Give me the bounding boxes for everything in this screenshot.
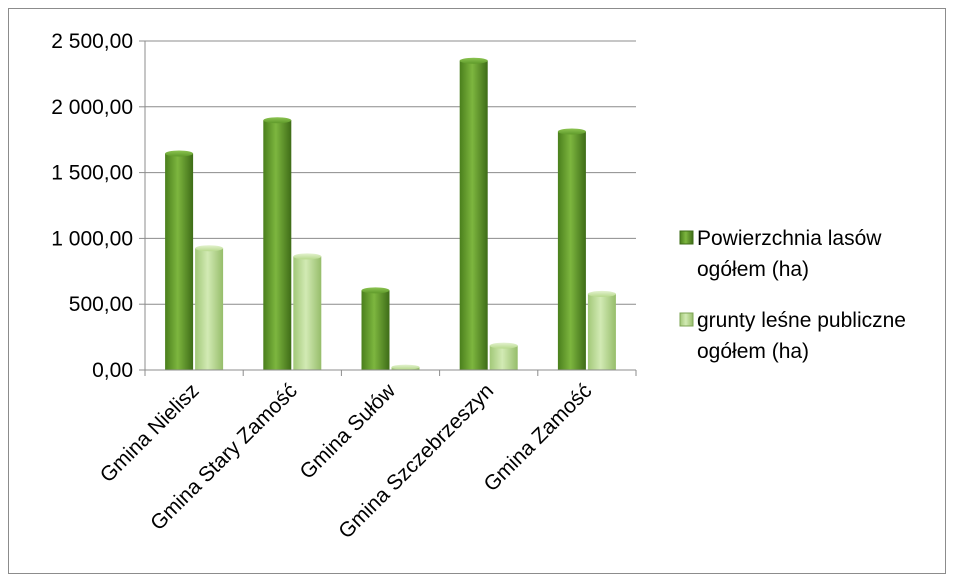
bar-powierzchnia [263,117,292,370]
bar-grunty [391,364,420,370]
gridlines [145,40,636,305]
y-tick-label: 1 500,00 [51,162,133,185]
legend-swatch [679,312,694,327]
x-tick-label: Gmina Sułów [295,379,400,484]
bar-grunty-body [293,256,322,370]
bar-grunty-cap [293,253,322,260]
bar-grunty-body [489,345,518,370]
bar-powierzchnia-cap [459,57,488,64]
bar-grunty-cap [489,342,518,349]
bar-grunty-cap [391,364,420,370]
bars [165,57,616,371]
x-tick-label: Gmina Zamość [479,379,596,496]
bar-powierzchnia-cap [263,117,292,124]
legend-entry-grunty: grunty leśne publiczne ogółem (ha) [679,309,906,363]
bar-powierzchnia-body [361,290,390,370]
bar-grunty [293,253,322,370]
bar-grunty [195,245,224,370]
bar-grunty-body [587,293,616,370]
bar-powierzchnia-body [557,131,586,370]
legend-label: ogółem (ha) [697,258,809,281]
bar-powierzchnia-body [165,153,194,370]
bar-powierzchnia-cap [557,128,586,135]
bar-grunty-cap [195,245,224,252]
bar-powierzchnia-body [459,60,488,371]
y-tick-label: 1 000,00 [51,227,133,250]
bar-grunty [587,290,616,370]
legend-entry-powierzchnia: Powierzchnia lasów ogółem (ha) [679,227,882,281]
y-tick-label: 500,00 [69,293,133,316]
y-tick-label: 0,00 [92,359,133,382]
bar-grunty [489,342,518,370]
bar-powierzchnia [459,57,488,371]
bar-powierzchnia-cap [361,287,390,294]
bar-powierzchnia [361,287,390,370]
y-axis-ticks: 0,00 500,00 1 000,00 1 500,00 2 000,00 2 500,… [51,30,133,382]
bar-powierzchnia-body [263,120,292,370]
bar-powierzchnia-cap [165,150,194,157]
bar-grunty-cap [587,290,616,297]
legend-label: ogółem (ha) [697,340,809,363]
axes [139,40,637,376]
y-tick-label: 2 500,00 [51,30,133,53]
legend-label: Powierzchnia lasów [697,227,882,250]
bar-grunty-body [195,248,224,370]
y-tick-label: 2 000,00 [51,96,133,119]
bar-powierzchnia [557,128,586,370]
legend-label: grunty leśne publiczne [697,309,906,332]
bar-powierzchnia [165,150,194,370]
x-tick-label: Gmina Nielisz [96,379,204,487]
legend-swatch [679,230,694,245]
